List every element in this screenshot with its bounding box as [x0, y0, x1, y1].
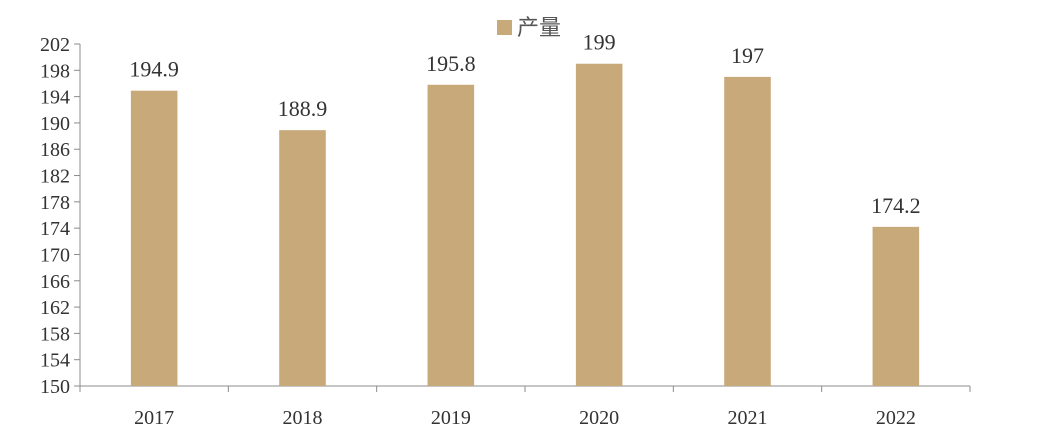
bar	[724, 76, 771, 386]
y-tick-label: 194	[40, 87, 70, 109]
x-tick-label: 2021	[728, 407, 768, 428]
y-tick-label: 154	[40, 350, 70, 372]
y-tick-label: 190	[40, 113, 70, 135]
x-tick-label: 2022	[876, 407, 916, 428]
x-axis: 2017 2018 2019 2020 2021 2022	[79, 385, 971, 428]
y-tick-label: 178	[40, 192, 70, 214]
x-tick-label: 2018	[283, 407, 323, 428]
y-tick-label: 158	[40, 323, 70, 345]
bar	[872, 226, 920, 386]
y-tick-label: 202	[40, 34, 70, 56]
y-tick-label: 162	[40, 297, 70, 319]
bar	[279, 130, 326, 386]
data-labels: 194.9 188.9 195.8 199 197 174.2	[129, 30, 920, 218]
bar	[130, 90, 178, 386]
data-label: 199	[583, 30, 616, 55]
legend: 产量	[497, 16, 561, 41]
y-tick-label: 170	[40, 244, 70, 266]
y-axis: 202 198 194 190 186 182 178 174 170 166 162 158 154 1…	[40, 34, 81, 398]
bar	[427, 84, 475, 387]
y-tick-label: 186	[40, 139, 70, 161]
data-label: 197	[731, 43, 764, 68]
data-label: 195.8	[426, 51, 476, 76]
legend-label: 产量	[517, 16, 561, 41]
data-label: 174.2	[871, 193, 921, 218]
x-tick-label: 2019	[431, 407, 471, 428]
data-label: 194.9	[129, 57, 179, 82]
x-tick-label: 2020	[579, 407, 619, 428]
y-tick-label: 150	[40, 376, 70, 398]
y-tick-label: 166	[40, 271, 70, 293]
bar	[575, 63, 623, 386]
y-tick-label: 174	[40, 218, 70, 240]
y-tick-label: 182	[40, 166, 70, 188]
bars	[130, 63, 920, 387]
x-tick-label: 2017	[134, 407, 174, 428]
legend-swatch	[497, 20, 512, 35]
y-tick-label: 198	[40, 60, 70, 82]
data-label: 188.9	[278, 96, 328, 121]
